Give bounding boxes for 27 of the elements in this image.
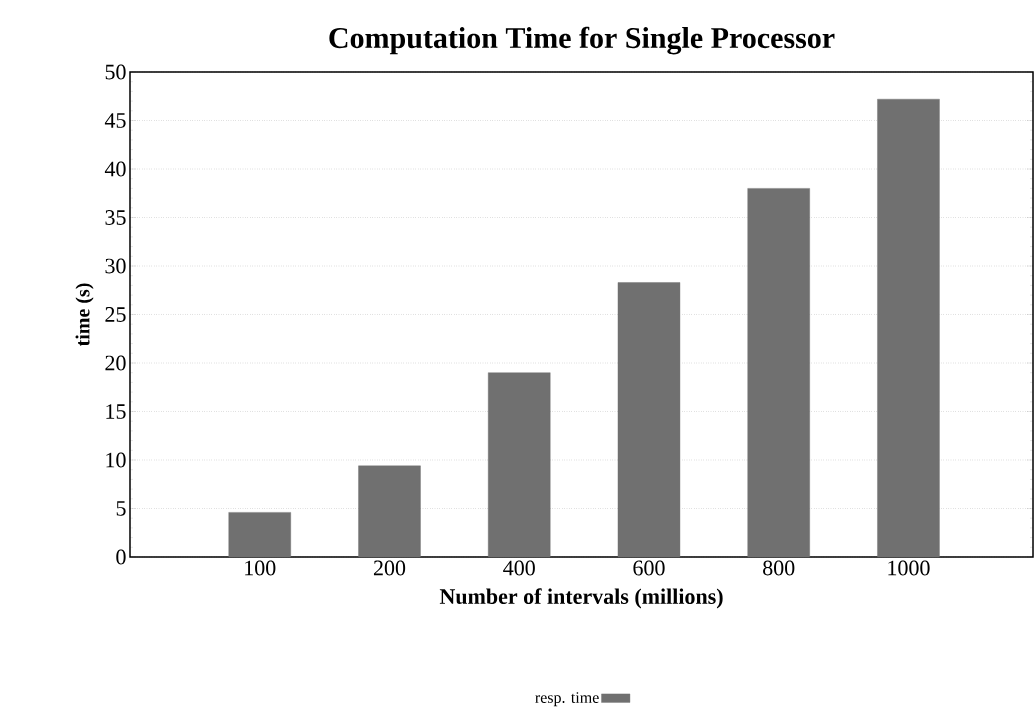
y-tick-label: 5 — [116, 501, 126, 516]
x-axis-title: Number of intervals (millions) — [439, 588, 723, 609]
y-tick-label: 35 — [105, 210, 126, 225]
x-tick-label: 100 — [245, 560, 276, 576]
bar — [617, 282, 681, 558]
y-tick-label: 30 — [105, 258, 126, 274]
y-axis-title: time (s) — [75, 283, 94, 347]
y-tick-label: 25 — [105, 307, 126, 322]
bar — [358, 465, 421, 558]
x-tick-label: 400 — [503, 560, 535, 576]
x-tick-label: 1000 — [888, 560, 930, 576]
y-tick-label: 20 — [105, 355, 126, 371]
y-tick-label: 0 — [116, 549, 126, 565]
chart-title: Computation Time for Single Processor — [329, 26, 835, 55]
bar — [747, 188, 810, 558]
bar — [488, 372, 551, 558]
bar — [877, 98, 940, 558]
y-tick-label: 45 — [104, 113, 126, 128]
y-tick-label: 50 — [105, 64, 126, 80]
y-tick-label: 15 — [106, 404, 126, 419]
y-tick-label: 10 — [106, 452, 126, 468]
y-tick-label: 40 — [104, 161, 126, 177]
bar — [228, 512, 291, 558]
x-tick-label: 200 — [373, 560, 406, 576]
x-tick-label: 600 — [633, 560, 665, 576]
x-tick-label: 800 — [763, 560, 795, 576]
legend-label: resp. time — [535, 692, 599, 707]
